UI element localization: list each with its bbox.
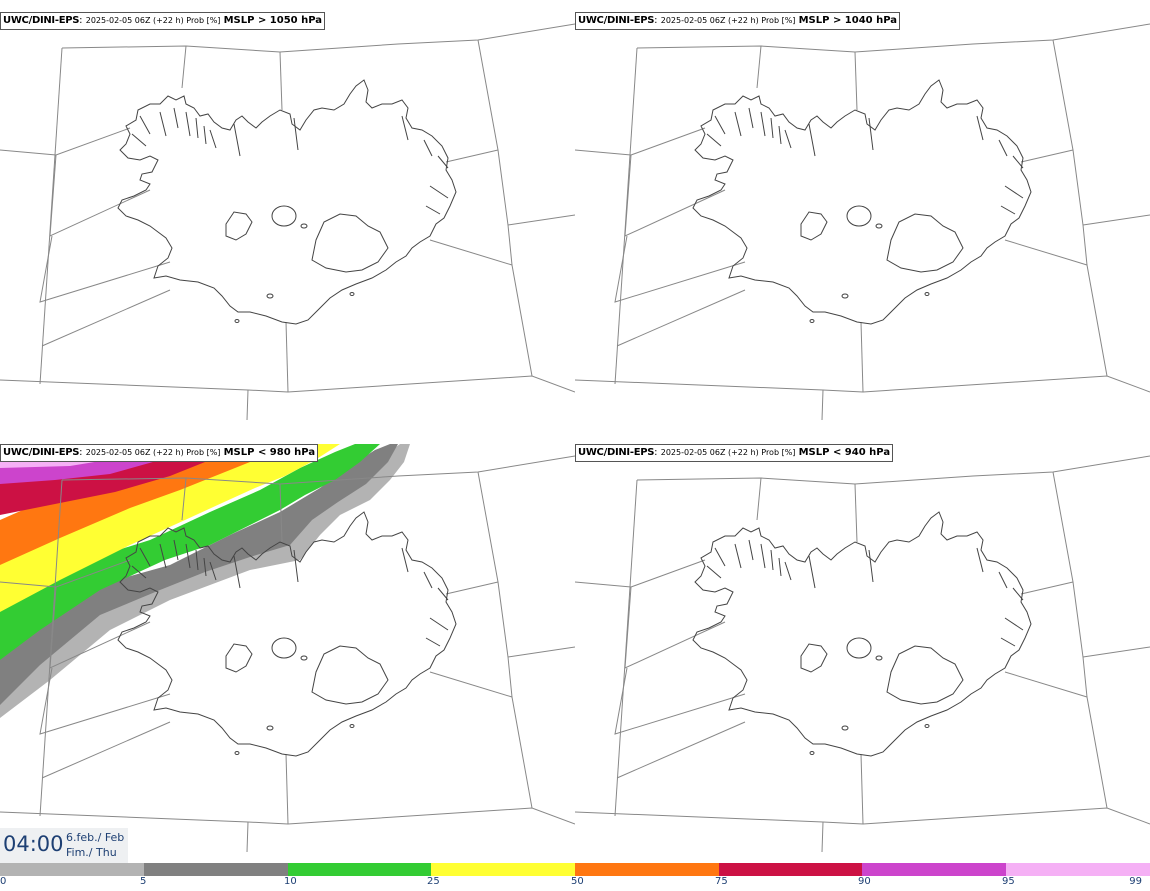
panel-parameter: MSLP < 980 hPa <box>223 447 316 458</box>
colorbar-tick-label: 5 <box>140 876 147 887</box>
valid-time-box: 04:00 6.feb./ Feb Fim./ Thu <box>0 828 128 863</box>
colorbar-tick-label: 0 <box>0 876 7 887</box>
map-panel-3: UWC/DINI-EPS: 2025-02-05 06Z (+22 h) Pro… <box>0 432 575 864</box>
panel-parameter: MSLP > 1050 hPa <box>223 15 323 26</box>
colorbar-segment <box>575 863 719 876</box>
probability-band-3 <box>0 444 380 660</box>
probability-band-5 <box>0 444 285 565</box>
iceland-coastline <box>117 511 457 757</box>
panel-run-info: 2025-02-05 06Z (+22 h) Prob [%] <box>85 16 221 25</box>
colorbar-tick-label: 99 <box>1129 876 1142 887</box>
colorbar-tick-label: 10 <box>284 876 297 887</box>
iceland-coastline <box>117 79 457 325</box>
map-panel-2: UWC/DINI-EPS: 2025-02-05 06Z (+22 h) Pro… <box>575 0 1150 432</box>
colorbar-segment <box>719 863 862 876</box>
panel-title: UWC/DINI-EPS: 2025-02-05 06Z (+22 h) Pro… <box>575 444 894 462</box>
valid-time-date: 6.feb./ Feb Fim./ Thu <box>66 830 124 860</box>
panel-run-info: 2025-02-05 06Z (+22 h) Prob [%] <box>660 448 796 457</box>
region-borders <box>575 455 1150 853</box>
colorbar-segment <box>144 863 288 876</box>
colorbar-tick-label: 95 <box>1002 876 1015 887</box>
valid-time-clock: 04:00 <box>3 832 64 856</box>
colorbar-segment <box>0 863 144 876</box>
map-panel-4: UWC/DINI-EPS: 2025-02-05 06Z (+22 h) Pro… <box>575 432 1150 864</box>
colorbar-tick-label: 90 <box>858 876 871 887</box>
panel-title: UWC/DINI-EPS: 2025-02-05 06Z (+22 h) Pro… <box>0 12 326 30</box>
panel-title: UWC/DINI-EPS: 2025-02-05 06Z (+22 h) Pro… <box>0 444 319 462</box>
colorbar-segment <box>1006 863 1150 876</box>
colorbar-tick-label: 25 <box>427 876 440 887</box>
probability-colorbar: 0 5 10 25 50 75 90 95 99 <box>0 863 1150 891</box>
panel-title: UWC/DINI-EPS: 2025-02-05 06Z (+22 h) Pro… <box>575 12 901 30</box>
panel-parameter: MSLP < 940 hPa <box>798 447 891 458</box>
panel-run-info: 2025-02-05 06Z (+22 h) Prob [%] <box>85 448 221 457</box>
probability-band-2 <box>0 444 398 705</box>
valid-date-line-2: Fim./ Thu <box>66 846 117 859</box>
panel-model-name: UWC/DINI-EPS <box>3 447 80 458</box>
panel-model-name: UWC/DINI-EPS <box>578 15 655 26</box>
map-canvas <box>575 23 1150 421</box>
colorbar-segment <box>431 863 575 876</box>
panel-parameter: MSLP > 1040 hPa <box>798 15 898 26</box>
colorbar-segment <box>862 863 1006 876</box>
iceland-coastline <box>692 511 1032 757</box>
panel-model-name: UWC/DINI-EPS <box>578 447 655 458</box>
colorbar-tick-label: 50 <box>571 876 584 887</box>
iceland-coastline <box>692 79 1032 325</box>
colorbar-tick-label: 75 <box>715 876 728 887</box>
probability-band-1 <box>0 444 410 718</box>
region-borders <box>0 455 575 853</box>
probability-band-4 <box>0 444 340 612</box>
map-panel-1: UWC/DINI-EPS: 2025-02-05 06Z (+22 h) Pro… <box>0 0 575 432</box>
valid-date-line-1: 6.feb./ Feb <box>66 831 125 844</box>
colorbar-segment <box>288 863 431 876</box>
map-canvas <box>0 23 575 421</box>
map-canvas <box>0 444 575 853</box>
panel-run-info: 2025-02-05 06Z (+22 h) Prob [%] <box>660 16 796 25</box>
region-borders <box>0 23 575 421</box>
region-borders <box>575 23 1150 421</box>
map-canvas <box>575 455 1150 853</box>
panel-model-name: UWC/DINI-EPS <box>3 15 80 26</box>
